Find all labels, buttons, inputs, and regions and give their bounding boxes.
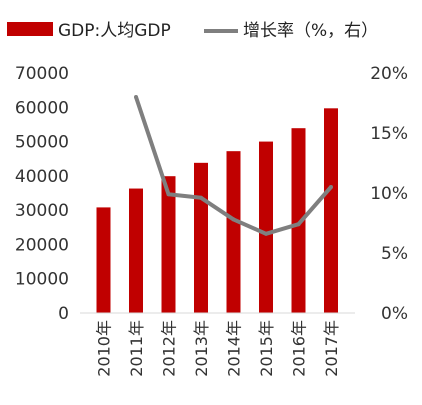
bar: [161, 176, 176, 313]
line-point: [166, 192, 171, 197]
line-point: [264, 231, 268, 236]
line-point: [231, 217, 236, 222]
right-tick-label: 15%: [370, 124, 408, 144]
left-axis-ticks: 0 10000 20000 30000 40000 50000 60000 70000: [15, 64, 69, 324]
left-tick-label: 60000: [15, 98, 69, 118]
legend-line-label: 增长率（%，右）: [243, 21, 378, 41]
right-tick-label: 5%: [381, 244, 408, 264]
right-axis-ticks: 0% 5% 10% 15% 20%: [370, 64, 408, 324]
left-tick-label: 30000: [15, 201, 69, 221]
x-tick-label: 2014年: [225, 320, 244, 377]
left-tick-label: 20000: [15, 235, 69, 255]
legend: GDP:人均GDP 增长率（%，右）: [7, 21, 378, 41]
legend-bar-swatch: [7, 22, 53, 36]
left-tick-label: 50000: [15, 133, 69, 153]
line-point: [329, 185, 333, 189]
line-point: [134, 95, 138, 99]
x-tick-label: 2011年: [127, 320, 146, 377]
x-tick-label: 2013年: [192, 320, 211, 377]
left-tick-label: 10000: [15, 270, 69, 290]
right-tick-label: 0%: [381, 304, 408, 324]
x-tick-label: 2015年: [257, 320, 276, 377]
bar: [129, 188, 143, 313]
bar: [96, 207, 111, 313]
x-tick-label: 2012年: [160, 320, 179, 377]
x-axis-ticks: 2010年 2011年 2012年 2013年 2014年 2015年 2016年 2017年: [95, 320, 342, 377]
bar: [226, 151, 241, 313]
right-tick-label: 20%: [370, 64, 408, 84]
right-tick-label: 10%: [370, 184, 408, 204]
bar: [291, 128, 306, 313]
bar-series: [96, 108, 338, 313]
x-tick-label: 2017年: [322, 320, 341, 377]
bar: [194, 162, 208, 313]
line-point: [199, 195, 203, 200]
legend-bar-label: GDP:人均GDP: [58, 21, 171, 41]
bar: [324, 108, 338, 313]
line-series: [134, 95, 333, 236]
left-tick-label: 0: [58, 304, 69, 324]
x-tick-label: 2010年: [95, 320, 114, 377]
line-point: [296, 222, 301, 227]
bar: [259, 141, 273, 313]
x-tick-label: 2016年: [290, 320, 309, 377]
left-tick-label: 70000: [15, 64, 69, 84]
left-tick-label: 40000: [15, 167, 69, 187]
